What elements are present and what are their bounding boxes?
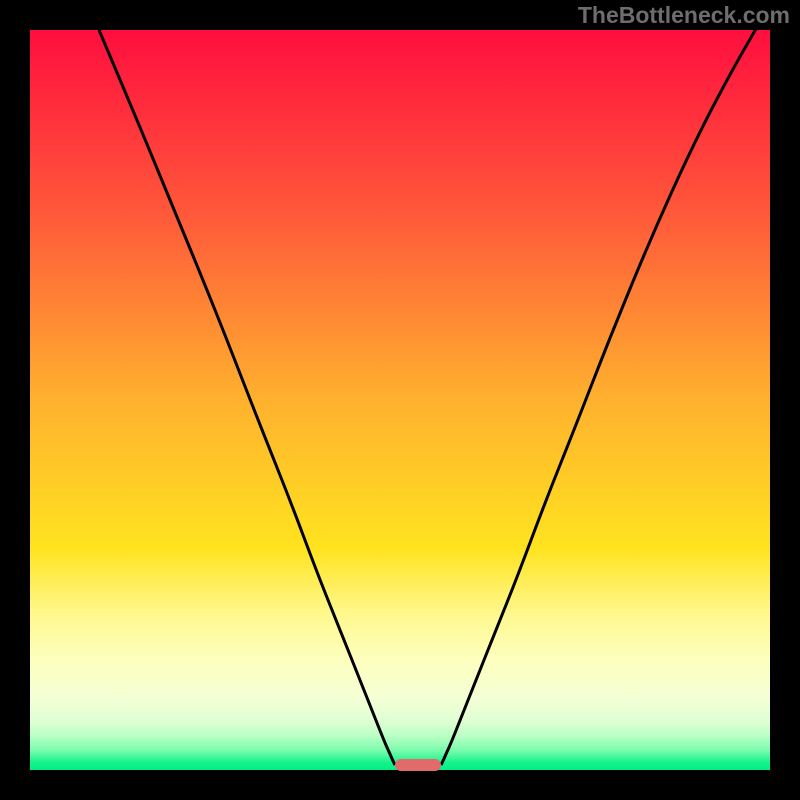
curves-layer <box>30 30 770 770</box>
plot-area <box>30 30 770 770</box>
watermark-text: TheBottleneck.com <box>578 2 790 29</box>
bottleneck-marker <box>395 759 441 771</box>
left-curve <box>99 30 395 765</box>
chart-container: TheBottleneck.com <box>0 0 800 800</box>
right-curve <box>441 30 770 765</box>
